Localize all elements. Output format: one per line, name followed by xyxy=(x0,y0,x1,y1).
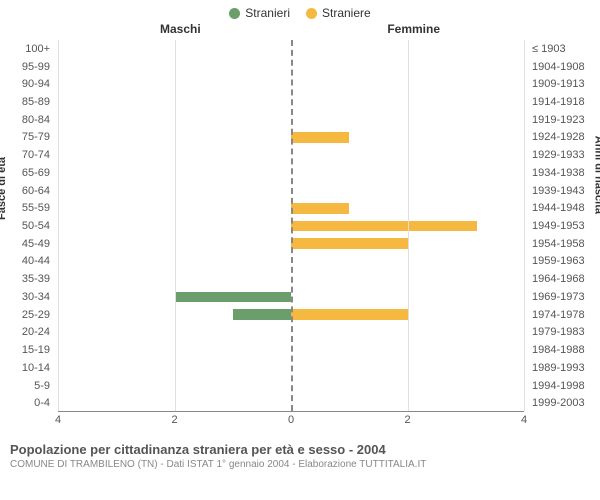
gridline xyxy=(524,40,525,411)
y-axis-label-right: Anni di nascita xyxy=(592,136,600,214)
gridline xyxy=(408,40,409,411)
chart: Fasce di età Anni di nascita 100+95-9990… xyxy=(8,40,592,436)
gridline xyxy=(175,40,176,411)
x-tick: 2 xyxy=(171,414,177,426)
bar-female xyxy=(291,309,408,320)
chart-title: Popolazione per cittadinanza straniera p… xyxy=(10,442,590,457)
y-tick-age: 85-89 xyxy=(12,93,54,111)
y-tick-age: 100+ xyxy=(12,40,54,58)
y-tick-age: 35-39 xyxy=(12,270,54,288)
y-tick-age: 25-29 xyxy=(12,306,54,324)
y-tick-age: 15-19 xyxy=(12,341,54,359)
x-axis: 4 2 0 2 4 xyxy=(8,414,592,430)
y-tick-birth: 1919-1923 xyxy=(528,111,588,129)
y-tick-birth: 1954-1958 xyxy=(528,235,588,253)
bar-male xyxy=(175,292,292,303)
footer: Popolazione per cittadinanza straniera p… xyxy=(0,436,600,470)
y-axis-left: 100+95-9990-9485-8980-8475-7970-7465-696… xyxy=(12,40,54,412)
y-tick-age: 75-79 xyxy=(12,129,54,147)
header-female: Femmine xyxy=(387,22,440,36)
y-tick-birth: 1969-1973 xyxy=(528,288,588,306)
y-axis-label-left: Fasce di età xyxy=(0,157,8,220)
legend-swatch-male xyxy=(229,8,240,19)
plot-area xyxy=(58,40,524,412)
y-tick-birth: 1979-1983 xyxy=(528,324,588,342)
bar-female xyxy=(291,132,349,143)
y-tick-birth: 1944-1948 xyxy=(528,199,588,217)
legend-label-female: Straniere xyxy=(322,6,371,20)
y-tick-birth: 1984-1988 xyxy=(528,341,588,359)
legend-item-male: Stranieri xyxy=(229,6,290,20)
y-tick-birth: 1934-1938 xyxy=(528,164,588,182)
y-tick-age: 45-49 xyxy=(12,235,54,253)
bar-female xyxy=(291,203,349,214)
y-tick-birth: 1964-1968 xyxy=(528,270,588,288)
legend-swatch-female xyxy=(306,8,317,19)
x-tick: 4 xyxy=(55,414,61,426)
y-tick-birth: 1974-1978 xyxy=(528,306,588,324)
legend-label-male: Stranieri xyxy=(245,6,290,20)
y-tick-age: 20-24 xyxy=(12,324,54,342)
x-tick: 4 xyxy=(521,414,527,426)
y-tick-birth: 1949-1953 xyxy=(528,217,588,235)
y-tick-age: 90-94 xyxy=(12,75,54,93)
y-tick-age: 40-44 xyxy=(12,253,54,271)
y-tick-birth: 1929-1933 xyxy=(528,146,588,164)
y-tick-age: 0-4 xyxy=(12,394,54,412)
y-tick-age: 60-64 xyxy=(12,182,54,200)
y-tick-birth: 1959-1963 xyxy=(528,253,588,271)
y-tick-age: 30-34 xyxy=(12,288,54,306)
bar-female xyxy=(291,221,477,232)
x-tick: 2 xyxy=(404,414,410,426)
y-tick-age: 10-14 xyxy=(12,359,54,377)
header-male: Maschi xyxy=(160,22,201,36)
y-tick-age: 55-59 xyxy=(12,199,54,217)
y-tick-birth: ≤ 1903 xyxy=(528,40,588,58)
y-tick-age: 95-99 xyxy=(12,58,54,76)
y-tick-birth: 1994-1998 xyxy=(528,377,588,395)
bar-male xyxy=(233,309,291,320)
y-tick-age: 70-74 xyxy=(12,146,54,164)
y-tick-age: 50-54 xyxy=(12,217,54,235)
y-tick-birth: 1914-1918 xyxy=(528,93,588,111)
y-tick-age: 65-69 xyxy=(12,164,54,182)
y-tick-age: 5-9 xyxy=(12,377,54,395)
y-axis-right: ≤ 19031904-19081909-19131914-19181919-19… xyxy=(528,40,588,412)
y-tick-birth: 1989-1993 xyxy=(528,359,588,377)
center-line xyxy=(291,40,293,411)
gridline xyxy=(58,40,59,411)
column-headers: Maschi Femmine xyxy=(0,22,600,40)
legend-item-female: Straniere xyxy=(306,6,371,20)
y-tick-birth: 1924-1928 xyxy=(528,129,588,147)
chart-subtitle: COMUNE DI TRAMBILENO (TN) - Dati ISTAT 1… xyxy=(10,459,590,470)
y-tick-birth: 1904-1908 xyxy=(528,58,588,76)
y-tick-birth: 1939-1943 xyxy=(528,182,588,200)
y-tick-age: 80-84 xyxy=(12,111,54,129)
bar-female xyxy=(291,238,408,249)
y-tick-birth: 1909-1913 xyxy=(528,75,588,93)
legend: Stranieri Straniere xyxy=(0,0,600,22)
y-tick-birth: 1999-2003 xyxy=(528,394,588,412)
x-tick: 0 xyxy=(288,414,294,426)
